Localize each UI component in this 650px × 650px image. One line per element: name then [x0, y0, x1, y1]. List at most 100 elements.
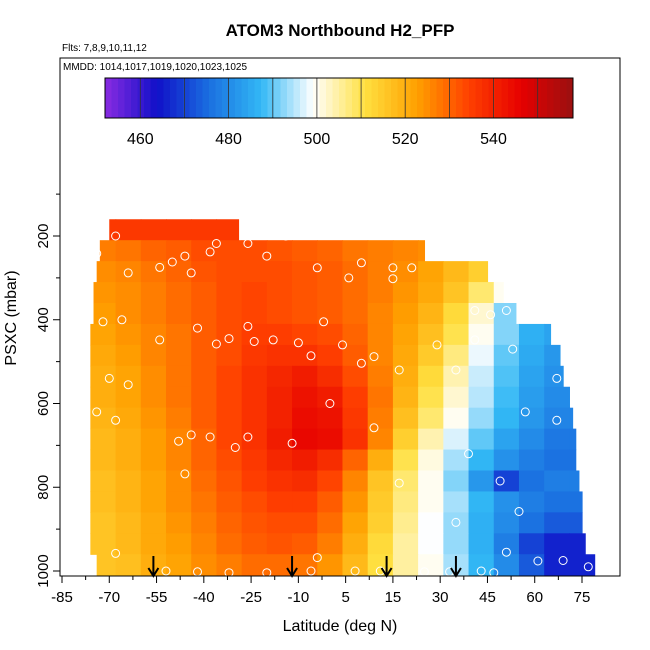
y-tick-label: 1000	[35, 554, 52, 587]
heatmap-cell	[518, 365, 545, 388]
heatmap-cell	[292, 428, 318, 451]
colorbar-swatch	[521, 78, 528, 118]
sample-point	[180, 251, 190, 261]
sample-point	[552, 373, 562, 383]
sample-point	[533, 556, 543, 566]
heatmap-cell	[191, 344, 218, 367]
heatmap-cell	[166, 261, 192, 283]
heatmap-cell	[418, 470, 444, 493]
heatmap-cell	[317, 303, 344, 325]
heatmap-cell	[140, 323, 167, 346]
heatmap-cell	[518, 323, 545, 346]
heatmap-cell	[468, 365, 495, 388]
x-axis: -85 -70 -55 -40 -25 -10 5 15 30 45 60 75	[51, 576, 590, 606]
sample-point	[104, 373, 114, 383]
sample-point	[508, 344, 518, 354]
sample-point	[111, 415, 121, 425]
sample-point	[98, 317, 108, 327]
heatmap-cell	[544, 407, 570, 430]
heatmap-cell	[518, 386, 545, 409]
heatmap-cell	[109, 219, 117, 241]
colorbar-swatch	[495, 78, 502, 118]
heatmap-cell	[544, 323, 552, 346]
heatmap-cell	[468, 470, 495, 493]
heatmap-cell	[342, 303, 369, 325]
sample-point	[306, 351, 316, 361]
sample-point	[243, 239, 253, 248]
heatmap-cell	[191, 365, 218, 388]
heatmap-cell	[115, 282, 142, 304]
heatmap-cell	[317, 470, 344, 493]
colorbar-swatch	[508, 78, 515, 118]
sample-point	[268, 335, 278, 345]
heatmap-cell	[367, 344, 394, 367]
heatmap-cell	[317, 365, 344, 388]
heatmap-cell	[317, 512, 344, 534]
heatmap-cell	[140, 470, 167, 493]
heatmap-cell	[115, 240, 142, 262]
heatmap-cell	[292, 386, 318, 409]
plot-frame	[59, 57, 621, 577]
heatmap-cell	[292, 407, 318, 430]
colorbar-swatch	[352, 78, 359, 118]
heatmap-cell	[367, 533, 394, 555]
y-tick-label: 400	[35, 307, 52, 332]
colorbar-swatch	[443, 78, 450, 118]
sample-point	[369, 423, 379, 433]
heatmap-cell	[392, 240, 419, 262]
heatmap-cell	[191, 219, 218, 241]
heatmap-cell	[392, 512, 419, 534]
heatmap-cell	[342, 386, 369, 409]
heatmap-cell	[468, 323, 495, 346]
sample-point	[211, 339, 221, 349]
colorbar-swatch	[488, 78, 496, 118]
heatmap-cell	[166, 240, 192, 262]
colorbar-swatch	[118, 78, 125, 118]
heatmap-cell	[317, 449, 344, 472]
x-axis-label: Latitude (deg N)	[283, 618, 398, 635]
heatmap-cell	[191, 240, 218, 262]
heatmap-cell	[392, 533, 419, 555]
heatmap-cell	[140, 449, 167, 472]
sample-point	[369, 352, 379, 362]
heatmap-cell	[241, 344, 268, 367]
x-tick-label: 15	[385, 589, 402, 606]
heatmap-cell	[115, 470, 142, 493]
heatmap-cell	[191, 261, 218, 283]
heatmap-cell	[191, 554, 218, 576]
heatmap-cell	[241, 449, 268, 472]
heatmap-cell	[216, 240, 243, 262]
heatmap-cell	[342, 407, 369, 430]
colorbar-swatch	[300, 78, 307, 118]
sample-point	[79, 367, 89, 377]
heatmap-cell	[292, 470, 318, 493]
heatmap-cell	[140, 491, 167, 513]
heatmap-cell	[443, 344, 470, 367]
heatmap-cell	[342, 491, 369, 513]
sample-point	[312, 263, 322, 273]
heatmap-cell	[140, 365, 167, 388]
heatmap-cell	[518, 428, 545, 451]
heatmap-cell	[367, 323, 394, 346]
sample-point	[243, 432, 253, 442]
colorbar-swatch	[111, 78, 119, 118]
heatmap-cell	[342, 344, 369, 367]
sample-point	[394, 478, 404, 488]
heatmap-cell	[367, 240, 394, 262]
sample-point	[470, 306, 480, 315]
heatmap-cell	[418, 261, 444, 283]
heatmap-cell	[544, 386, 570, 409]
heatmap-cell	[140, 219, 167, 241]
sample-point	[73, 551, 83, 561]
heatmap-cell	[518, 491, 545, 513]
heatmap-cell	[418, 554, 444, 576]
sample-point	[211, 239, 221, 248]
colorbar-swatch	[170, 78, 177, 118]
heatmap-cell	[216, 344, 243, 367]
heatmap-cell	[266, 554, 293, 576]
heatmap-cell	[392, 470, 419, 493]
heatmap-cell	[216, 303, 243, 325]
heatmap-cell	[317, 344, 344, 367]
heatmap-cell	[443, 386, 470, 409]
colorbar-tick-label: 460	[127, 131, 154, 148]
